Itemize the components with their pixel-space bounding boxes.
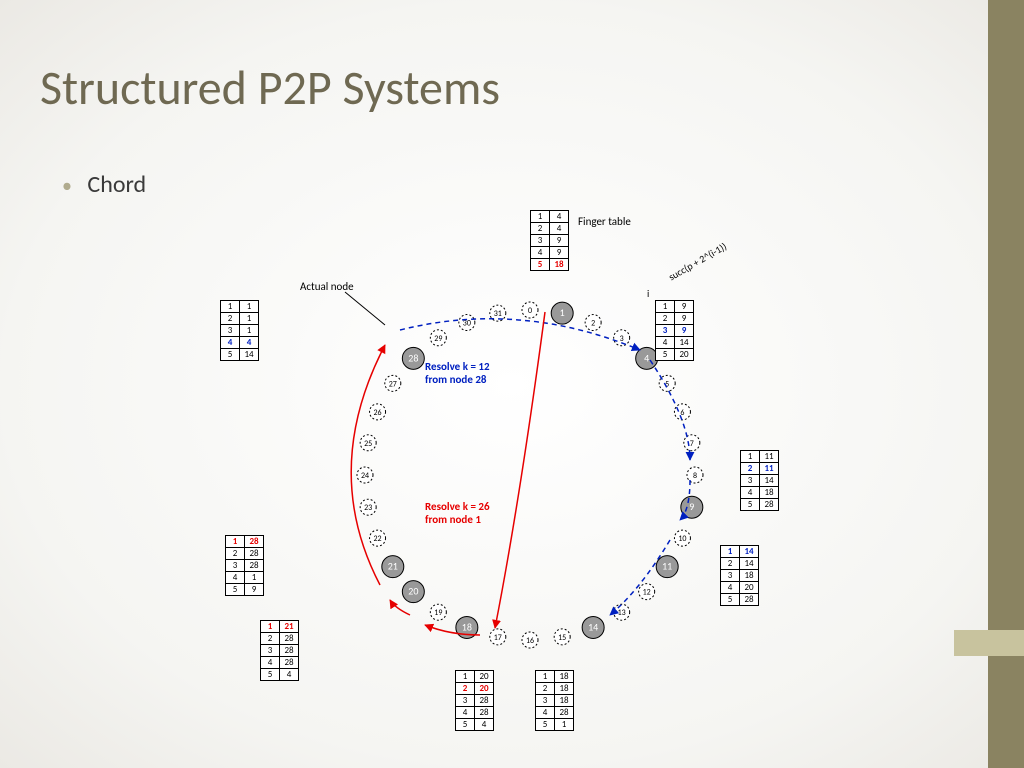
- finger-table-n9: 111211314418528: [740, 450, 779, 511]
- ring-node-label-27: 27: [389, 379, 397, 389]
- finger-table-n11: 114214318420528: [720, 545, 759, 606]
- ring-node-label-12: 12: [643, 588, 651, 598]
- bullet-dot-icon: •: [62, 174, 72, 198]
- label-actual-node: Actual node: [300, 280, 354, 293]
- ring-node-label-22: 22: [374, 534, 382, 544]
- ring-node-label-24: 24: [361, 471, 369, 481]
- ring-node-label-29: 29: [434, 334, 442, 344]
- slide-title: Structured P2P Systems: [40, 58, 500, 117]
- finger-table-n20: 12122832842854: [260, 620, 299, 681]
- ring-node-label-4: 4: [644, 351, 649, 364]
- ring-node-label-28: 28: [408, 351, 418, 364]
- ring-node-label-25: 25: [364, 439, 372, 449]
- chord-diagram: 0123456789101112131415161718192021222324…: [200, 220, 860, 740]
- finger-table-n4: 192939414520: [655, 300, 694, 361]
- finger-table-n21: 1282283284159: [225, 535, 264, 596]
- ring-node-label-18: 18: [462, 620, 472, 633]
- ring-node-label-17: 17: [494, 633, 502, 643]
- ring-node-label-15: 15: [558, 633, 566, 643]
- label-i: i: [647, 287, 649, 300]
- label-resolve-blue: Resolve k = 12 from node 28: [425, 360, 490, 386]
- label-resolve-red: Resolve k = 26 from node 1: [425, 500, 490, 526]
- label-finger-table: Finger table: [578, 215, 631, 228]
- finger-table-n18: 12022032842854: [455, 670, 494, 731]
- ring-node-label-2: 2: [591, 319, 595, 329]
- ring-node-label-21: 21: [388, 560, 398, 573]
- slide-accent-light: [954, 630, 1024, 656]
- ring-node-label-23: 23: [364, 503, 372, 513]
- ring-node-label-9: 9: [689, 500, 694, 513]
- ring-node-label-19: 19: [434, 608, 442, 618]
- ring-node-label-0: 0: [528, 306, 532, 316]
- ring-node-label-20: 20: [408, 585, 418, 598]
- ring-node-label-11: 11: [662, 560, 672, 573]
- finger-table-n1: 14243949518: [530, 210, 569, 271]
- bullet-item: • Chord: [62, 170, 146, 199]
- ring-node-label-13: 13: [618, 608, 626, 618]
- ring-node-label-7: 7: [690, 439, 694, 449]
- ring-node-label-14: 14: [588, 620, 598, 633]
- ring-node-label-26: 26: [374, 408, 382, 418]
- finger-table-n14: 11821831842851: [535, 670, 574, 731]
- ring-node-label-16: 16: [526, 636, 534, 646]
- ring-node-label-8: 8: [693, 471, 697, 481]
- finger-table-n28: 11213144514: [220, 300, 259, 361]
- ring-node-label-1: 1: [560, 306, 565, 319]
- ring-node-label-10: 10: [678, 534, 686, 544]
- ring-node-label-31: 31: [494, 309, 502, 319]
- bullet-text: Chord: [87, 170, 146, 199]
